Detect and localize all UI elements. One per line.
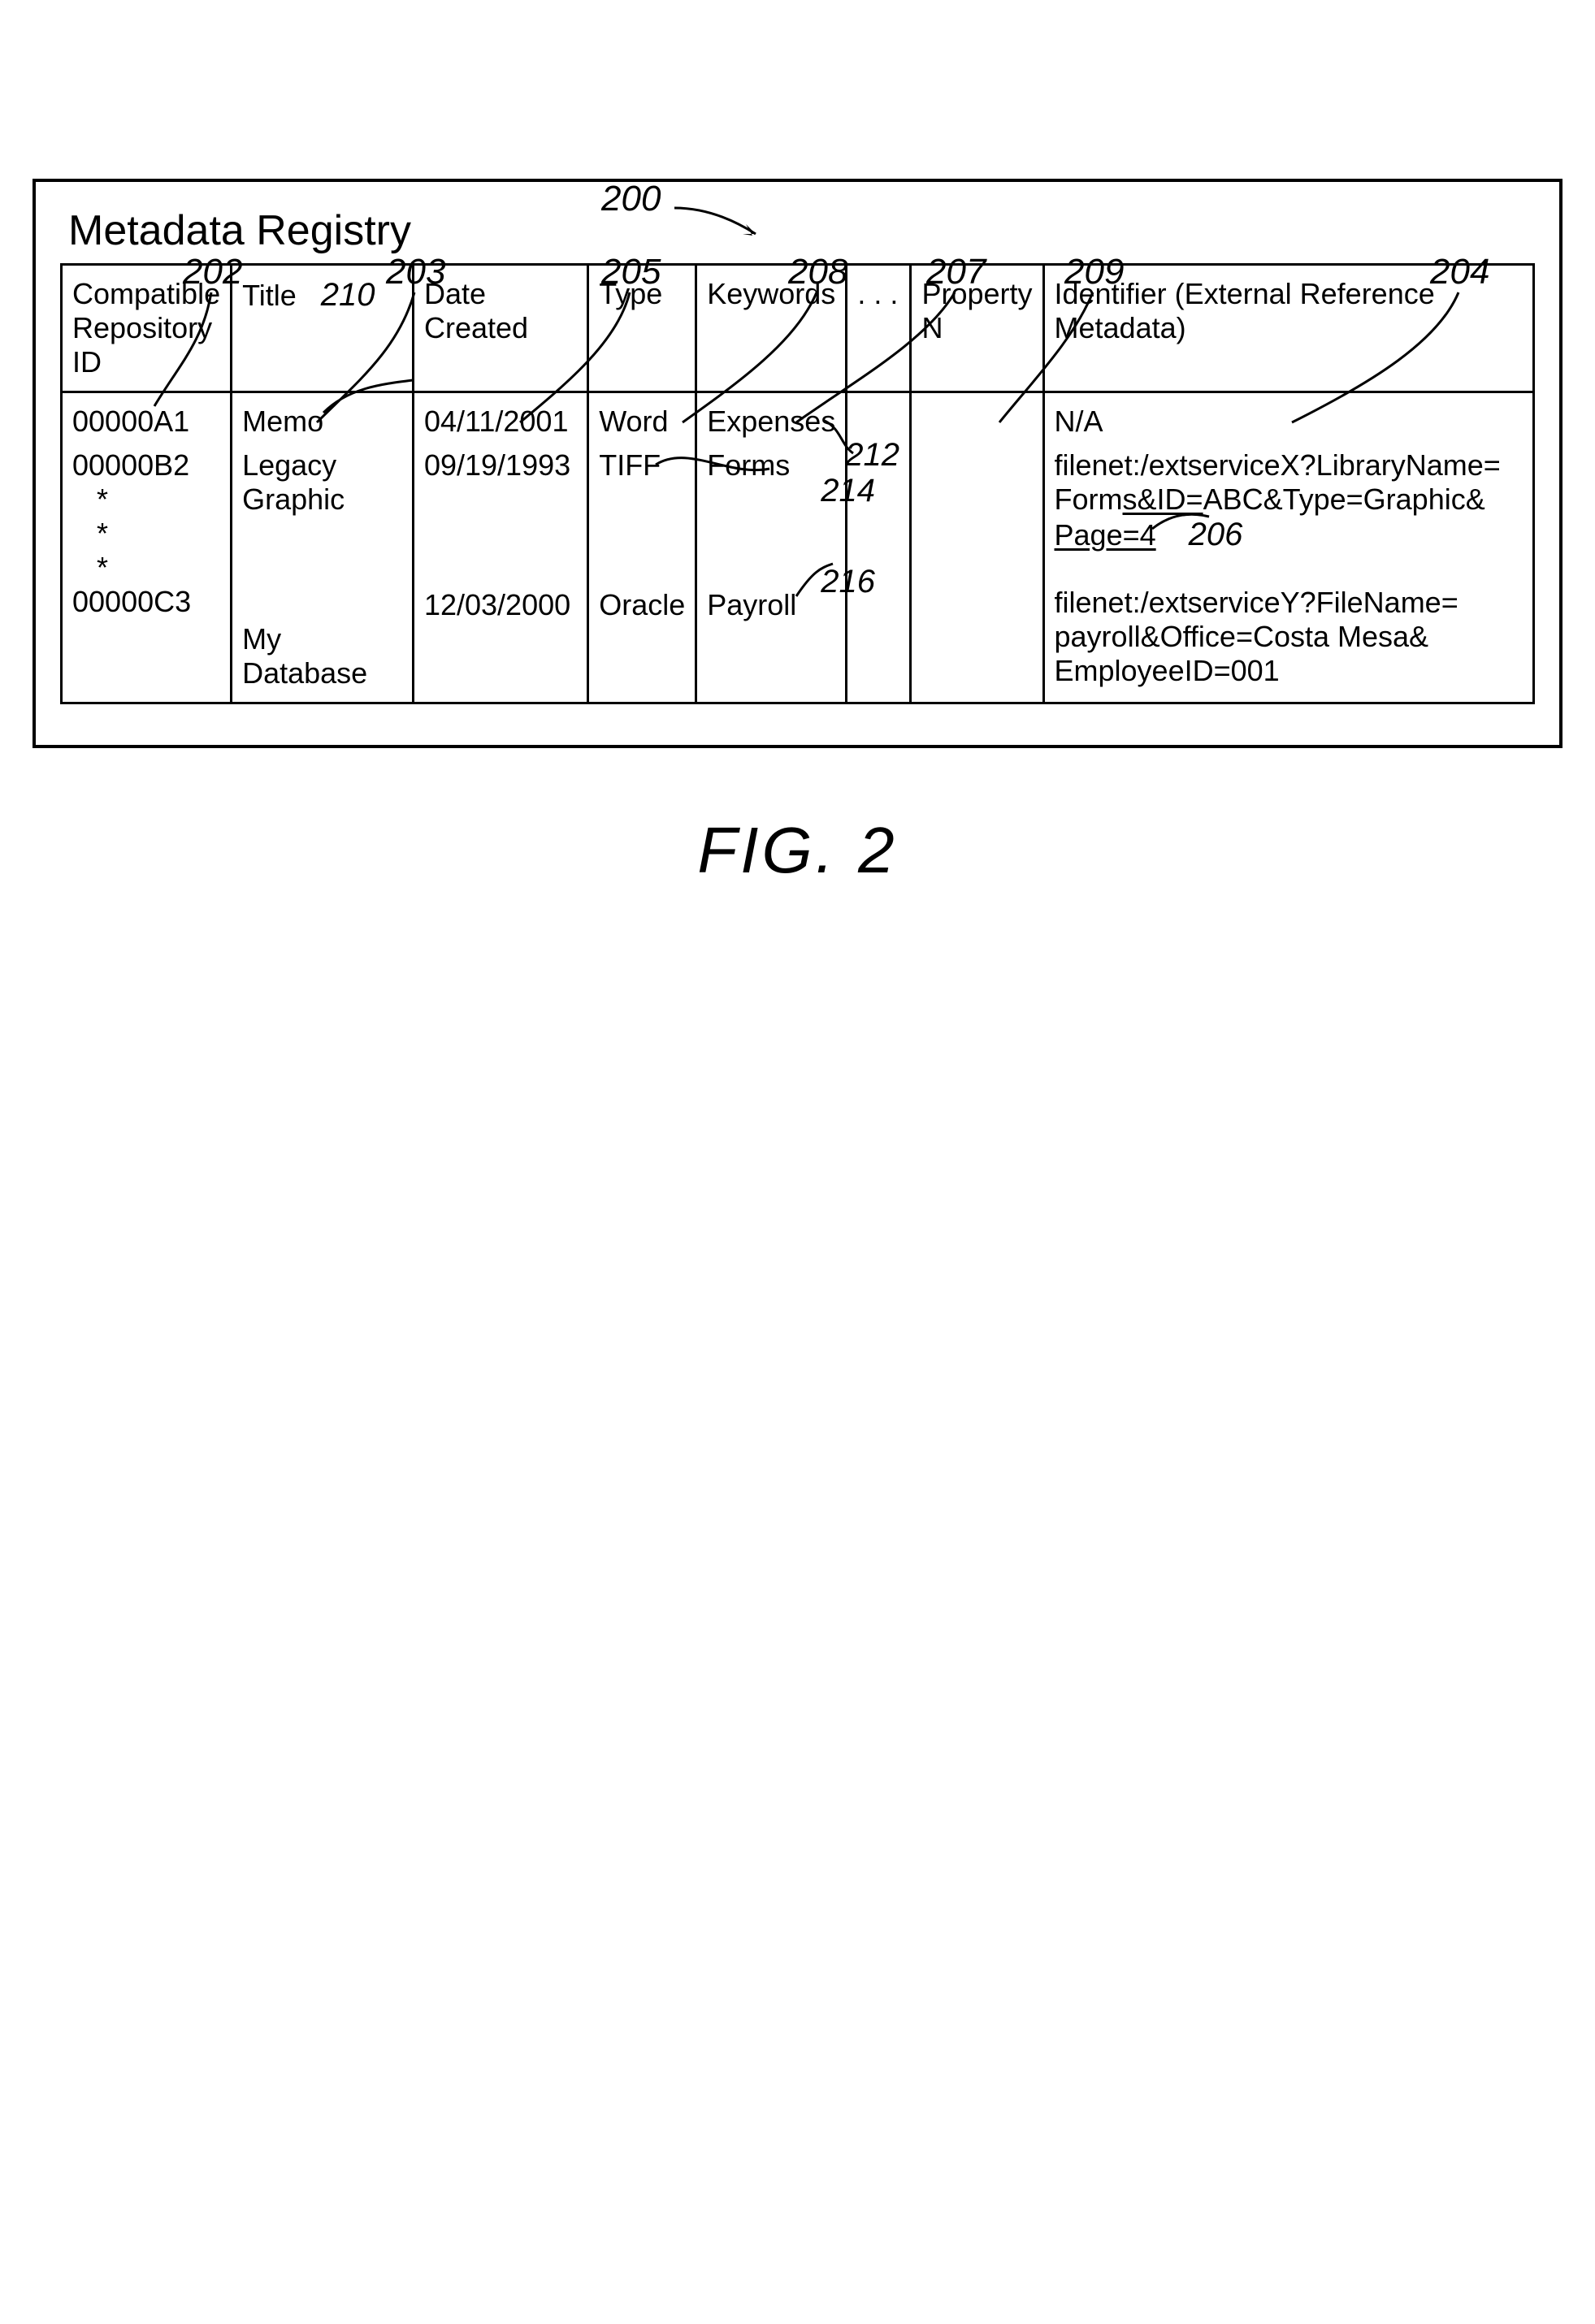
header-date-created: Date Created <box>413 265 587 392</box>
cell-propn-column <box>911 392 1043 703</box>
cell-title-column: Memo Legacy Graphic My Database <box>232 392 414 703</box>
outer-frame: Metadata Registry Compatible Repository … <box>33 179 1562 748</box>
table-header-row: Compatible Repository ID Title 210 Date … <box>62 265 1534 392</box>
callout-210: 210 <box>321 277 375 313</box>
header-ellipsis: . . . <box>847 265 911 392</box>
header-type: Type <box>588 265 696 392</box>
figure-caption: FIG. 2 <box>33 813 1562 888</box>
cell-type-column: Word TIFF Oracle <box>588 392 696 703</box>
cell-date-column: 04/11/2001 09/19/1993 12/03/2000 <box>413 392 587 703</box>
figure-wrapper: 200 202 203 205 208 207 209 204 Metadata… <box>33 179 1562 888</box>
cell-id-column: 00000A1 00000B2 * * * 00000C3 <box>62 392 232 703</box>
header-identifier: Identifier (External Reference Metadata) <box>1043 265 1533 392</box>
metadata-table: Compatible Repository ID Title 210 Date … <box>60 263 1535 704</box>
header-property-n: Property N <box>911 265 1043 392</box>
header-keywords: Keywords <box>696 265 847 392</box>
cell-keywords-column: Expenses 212 Forms 214 <box>696 392 847 703</box>
header-title: Title 210 <box>232 265 414 392</box>
callout-214: 214 <box>821 473 875 509</box>
header-compatible-id: Compatible Repository ID <box>62 265 232 392</box>
cell-identifier-column: N/A filenet:/extserviceX?LibraryName= Fo… <box>1043 392 1533 703</box>
registry-title: Metadata Registry <box>60 206 1535 255</box>
